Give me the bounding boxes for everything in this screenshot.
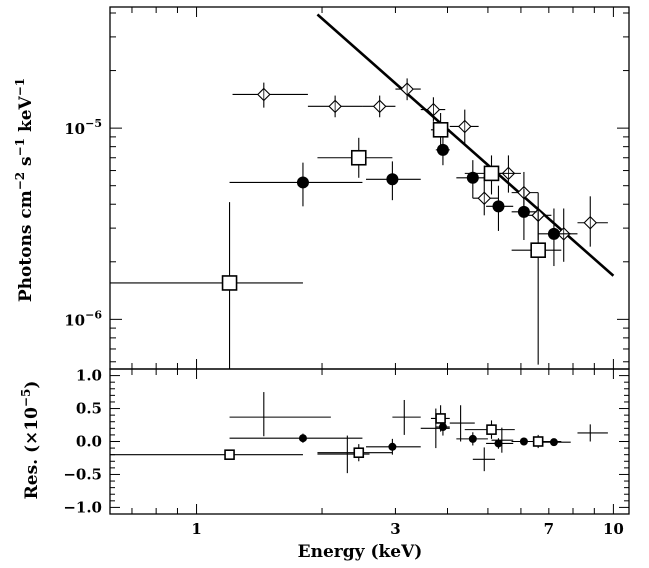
- open-square-marker: [432, 122, 449, 138]
- filled-circle-marker: [549, 438, 558, 447]
- residuals-panel: 1 3 7 10 1.0 0.5 0.0 −0.5 −1.0: [63, 367, 629, 538]
- open-square-marker: [486, 424, 497, 435]
- residuals-y-axis-label: Res. (×10−5): [19, 381, 42, 500]
- filled-circle-marker: [388, 442, 397, 451]
- filled-circle-marker: [466, 171, 479, 184]
- x-tick-label: 10: [603, 520, 624, 538]
- open-square-marker: [224, 449, 235, 460]
- open-square-marker: [530, 242, 546, 258]
- spectrum-panel: 10−5 10−6: [64, 7, 629, 369]
- filled-circle-marker: [494, 439, 503, 448]
- spectrum-y-axis-label: Photons cm−2 s−1 keV−1: [13, 78, 36, 302]
- y-tick-label: 10−6: [64, 308, 102, 329]
- x-axis-label: Energy (keV): [298, 542, 423, 562]
- x-tick-label: 3: [390, 520, 400, 538]
- x-tick-label: 1: [191, 520, 201, 538]
- filled-circle-marker: [436, 143, 449, 156]
- y-tick-label: −0.5: [63, 465, 102, 483]
- y-tick-label: 10−5: [64, 117, 102, 138]
- y-tick-label: 1.0: [76, 367, 102, 385]
- power-law-model-line: [316, 13, 615, 277]
- x-tick-label: 7: [544, 520, 554, 538]
- filled-circle-marker: [547, 227, 560, 240]
- filled-circle-marker: [298, 434, 307, 443]
- open-square-marker: [221, 275, 238, 291]
- y-tick-label: 0.5: [76, 400, 102, 418]
- filled-circle-marker: [386, 173, 399, 186]
- filled-circle-marker: [492, 200, 505, 213]
- filled-circle-marker: [517, 205, 530, 218]
- filled-circle-marker: [296, 176, 309, 189]
- open-square-marker: [483, 165, 500, 182]
- open-square-marker: [532, 436, 544, 447]
- filled-circle-marker: [468, 434, 477, 443]
- y-tick-label: 0.0: [76, 433, 102, 451]
- open-square-marker: [350, 149, 367, 166]
- open-square-marker: [353, 447, 365, 459]
- open-square-marker: [435, 413, 446, 424]
- y-tick-label: −1.0: [63, 498, 102, 516]
